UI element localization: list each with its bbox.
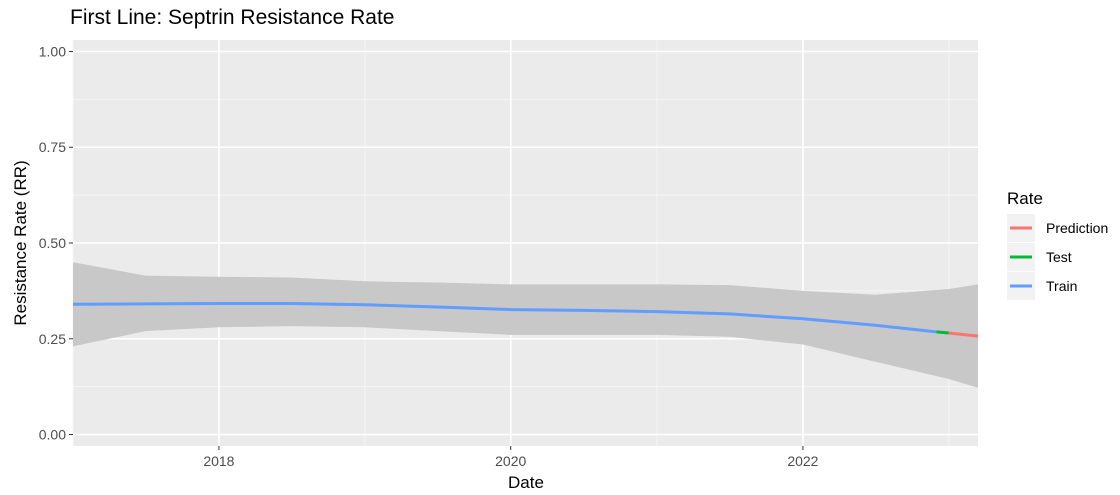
series-line-prediction — [948, 331, 979, 338]
legend: Rate Prediction Test Train — [1007, 189, 1108, 300]
y-tick-label: 0.00 — [39, 427, 66, 443]
y-tick-label: 0.25 — [39, 331, 66, 347]
legend-label-prediction: Prediction — [1046, 220, 1108, 236]
x-axis-title: Date — [508, 473, 544, 492]
series-line-test — [936, 330, 949, 335]
x-tick-label: 2020 — [495, 453, 526, 469]
series-layer — [72, 302, 979, 338]
y-tick-label: 0.50 — [39, 235, 66, 251]
legend-items: Prediction Test Train — [1007, 214, 1108, 300]
y-tick-label: 1.00 — [39, 43, 66, 59]
legend-label-test: Test — [1046, 249, 1072, 265]
y-tick-label: 0.75 — [39, 139, 66, 155]
chart-title: First Line: Septrin Resistance Rate — [70, 6, 394, 29]
y-axis: 0.00 0.25 0.50 0.75 1.00 — [39, 43, 73, 443]
x-tick-label: 2018 — [203, 453, 234, 469]
legend-label-train: Train — [1046, 278, 1077, 294]
y-axis-title: Resistance Rate (RR) — [11, 160, 30, 325]
confidence-band — [73, 262, 978, 388]
x-tick-label: 2022 — [787, 453, 818, 469]
x-axis: 2018 2020 2022 — [203, 446, 819, 469]
series-line-train — [72, 302, 937, 334]
legend-title: Rate — [1007, 189, 1043, 208]
